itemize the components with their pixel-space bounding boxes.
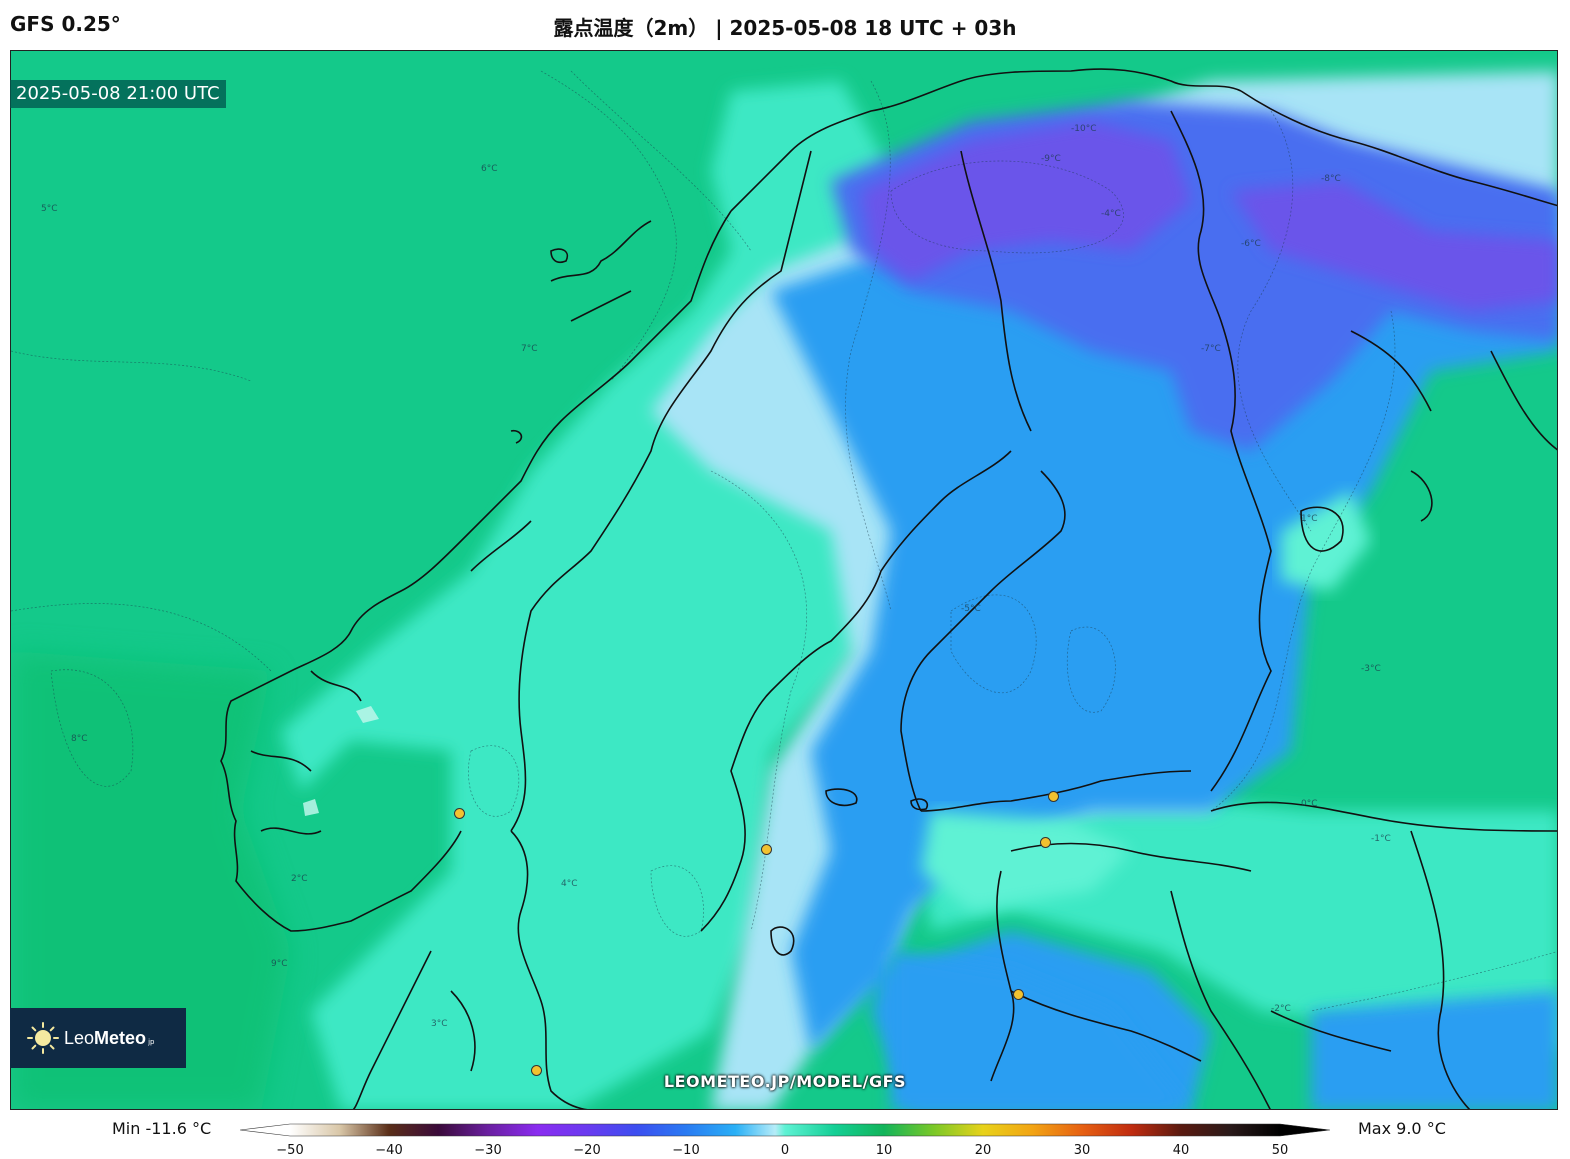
- city-marker[interactable]: [1040, 837, 1051, 848]
- contour-label: -3°C: [1361, 664, 1381, 674]
- contour-label: -5°C: [961, 604, 981, 614]
- contour-label: -8°C: [1321, 174, 1341, 184]
- city-marker[interactable]: [1048, 791, 1059, 802]
- sea-field-warm: [11, 651, 291, 1109]
- contour-label: 2°C: [291, 874, 308, 884]
- colorbar-tick-label: −10: [672, 1143, 700, 1158]
- light-patch-norway-2: [303, 799, 319, 816]
- city-marker[interactable]: [761, 844, 772, 855]
- contour-label: 5°C: [41, 204, 58, 214]
- sun-icon: [27, 1022, 59, 1054]
- contour-label: 8°C: [71, 734, 88, 744]
- colorbar-tick-label: −30: [474, 1143, 502, 1158]
- contour-label: -7°C: [1201, 344, 1221, 354]
- contour-label: -9°C: [1041, 154, 1061, 164]
- city-marker[interactable]: [1013, 989, 1024, 1000]
- light-patch-ladoga: [1281, 491, 1371, 591]
- colorbar: [240, 1123, 1330, 1137]
- contour-label: -2°C: [1271, 1004, 1291, 1014]
- contour-label: -1°C: [1371, 834, 1391, 844]
- contour-lines: [11, 70, 1557, 1012]
- blue-field-south: [891, 951, 1190, 1109]
- blue-field-east: [1311, 991, 1557, 1109]
- legend-min-label: Min -11.6 °C: [112, 1119, 212, 1138]
- contour-label: 1°C: [1301, 514, 1318, 524]
- violet-core: [861, 121, 1191, 281]
- colorbar-tick-label: 50: [1271, 1143, 1289, 1158]
- blue-field: [771, 141, 1557, 1109]
- chart-title: 露点温度（2m） | 2025-05-08 18 UTC + 03h: [553, 16, 1017, 40]
- contour-label: -10°C: [1071, 124, 1096, 134]
- colorbar-tick-label: −50: [276, 1143, 304, 1158]
- light-patch-norway: [356, 706, 379, 723]
- contour-label: 0°C: [1301, 799, 1318, 809]
- contour-label-layer: -10°C -9°C -8°C -7°C -6°C -5°C -4°C -3°C…: [41, 124, 1391, 1029]
- contour-label: 4°C: [561, 879, 578, 889]
- site-watermark: LEOMETEO.JP/MODEL/GFS: [663, 1072, 907, 1091]
- leometeo-logo[interactable]: LeoMeteo jp: [10, 1008, 186, 1068]
- logo-suffix: jp: [148, 1038, 155, 1046]
- colorbar-tick-label: −40: [375, 1143, 403, 1158]
- colorbar-tick-label: −20: [573, 1143, 601, 1158]
- contour-label: -6°C: [1241, 239, 1261, 249]
- colorbar-tick-label: 0: [780, 1143, 790, 1158]
- contour-label: 6°C: [481, 164, 498, 174]
- valid-time-badge: 2025-05-08 21:00 UTC: [10, 80, 226, 108]
- city-marker[interactable]: [531, 1065, 542, 1076]
- contour-label: 3°C: [431, 1019, 448, 1029]
- logo-text: LeoMeteo: [64, 1027, 147, 1048]
- legend-max-label: Max 9.0 °C: [1358, 1119, 1446, 1138]
- colorbar-tick-label: 10: [875, 1143, 893, 1158]
- contour-label: -4°C: [1101, 209, 1121, 219]
- city-marker[interactable]: [454, 808, 465, 819]
- contour-label: 7°C: [521, 344, 538, 354]
- colorbar-tick-label: 40: [1172, 1143, 1190, 1158]
- light-patch-gulf: [921, 811, 1131, 911]
- colorbar-tick-label: 20: [974, 1143, 992, 1158]
- model-label: GFS 0.25°: [10, 12, 121, 36]
- weather-map[interactable]: -10°C -9°C -8°C -7°C -6°C -5°C -4°C -3°C…: [10, 50, 1558, 1110]
- violet-core-east: [1231, 181, 1557, 311]
- colorbar-tick-label: 30: [1073, 1143, 1091, 1158]
- contour-label: 9°C: [271, 959, 288, 969]
